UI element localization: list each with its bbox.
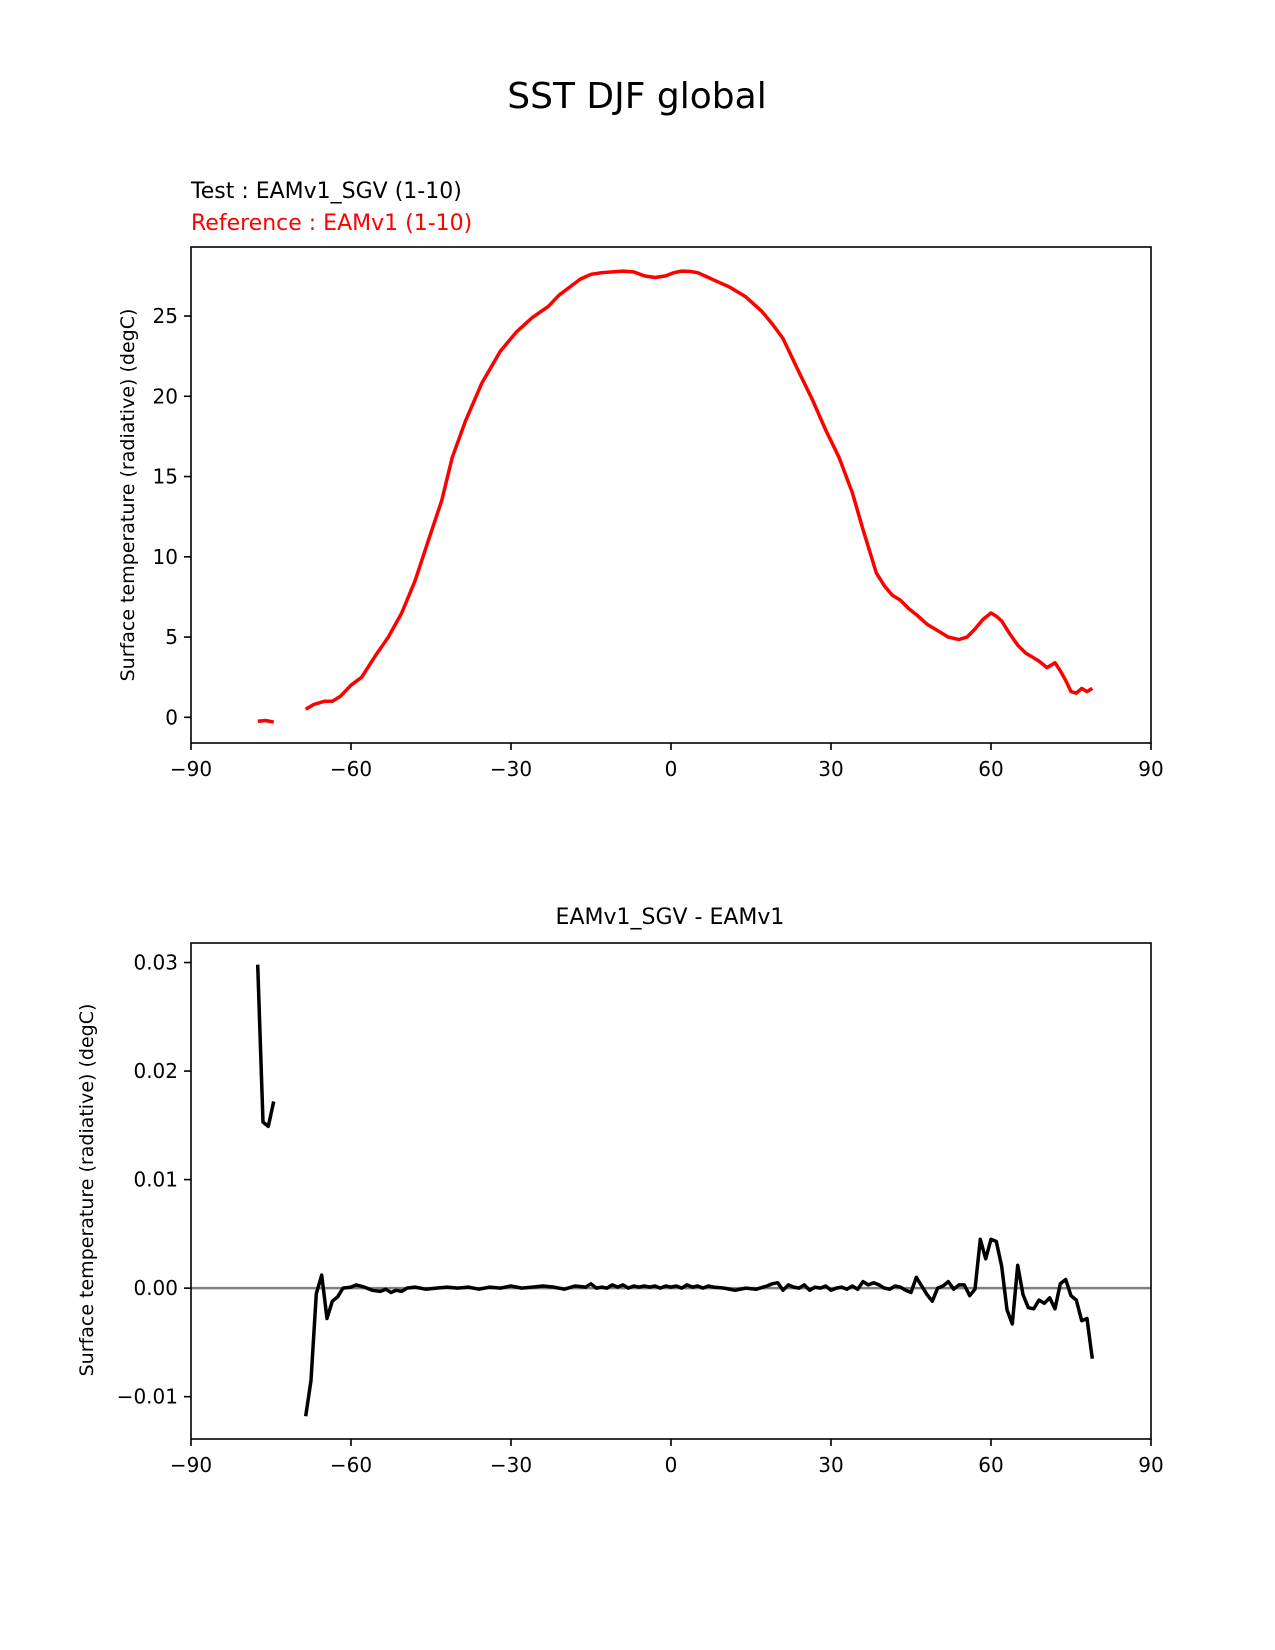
top-chart-x-tick-label: −60 <box>330 757 372 781</box>
figure-title: SST DJF global <box>507 76 766 117</box>
bottom-chart-x-tick-label: −60 <box>330 1453 372 1477</box>
bottom-chart-ylabel: Surface temperature (radiative) (degC) <box>76 1004 98 1377</box>
top-chart-x-tick-label: 60 <box>978 757 1003 781</box>
top-chart-y-tick-label: 20 <box>153 384 178 408</box>
top-chart-y-tick-label: 0 <box>165 705 178 729</box>
bottom-chart-x-tick-label: 60 <box>978 1453 1003 1477</box>
bottom-chart-x-tick-label: −90 <box>170 1453 212 1477</box>
top-chart-x-tick-label: −90 <box>170 757 212 781</box>
bottom-chart-y-tick-label: −0.01 <box>117 1385 178 1409</box>
bottom-chart-y-tick-label: 0.01 <box>133 1168 178 1192</box>
bottom-chart-x-tick-label: 90 <box>1138 1453 1163 1477</box>
top-chart-y-tick-label: 15 <box>153 465 178 489</box>
bottom-chart-y-tick-label: 0.02 <box>133 1059 178 1083</box>
top-chart-y-tick-label: 25 <box>153 304 178 328</box>
top-chart-y-tick-label: 5 <box>165 625 178 649</box>
top-chart-x-tick-label: 90 <box>1138 757 1163 781</box>
top-chart-series-line <box>304 269 1094 711</box>
top-chart-subtitle-reference: Reference : EAMv1 (1-10) <box>191 211 472 236</box>
bottom-chart-y-tick-label: 0.00 <box>133 1276 178 1300</box>
top-chart: Test : EAMv1_SGV (1-10) Reference : EAMv… <box>117 179 1164 781</box>
top-chart-x-tick-label: 0 <box>665 757 678 781</box>
bottom-chart: EAMv1_SGV - EAMv1 Surface temperature (r… <box>76 905 1164 1477</box>
bottom-chart-x-tick-label: −30 <box>490 1453 532 1477</box>
bottom-chart-x-tick-label: 0 <box>665 1453 678 1477</box>
top-chart-x-tick-label: −30 <box>490 757 532 781</box>
top-chart-series-line <box>257 718 275 724</box>
bottom-chart-y-tick-label: 0.03 <box>133 951 178 975</box>
bottom-chart-title: EAMv1_SGV - EAMv1 <box>556 905 785 930</box>
bottom-chart-series-line <box>303 1237 1095 1417</box>
top-chart-x-tick-label: 30 <box>818 757 843 781</box>
top-chart-ylabel: Surface temperature (radiative) (degC) <box>117 309 139 682</box>
bottom-chart-series-line <box>255 964 276 1129</box>
top-chart-subtitle-test: Test : EAMv1_SGV (1-10) <box>190 179 462 204</box>
bottom-chart-x-tick-label: 30 <box>818 1453 843 1477</box>
top-chart-y-tick-label: 10 <box>153 545 178 569</box>
